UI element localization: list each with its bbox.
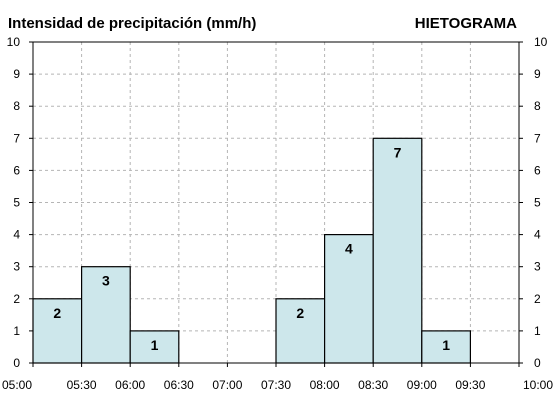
y-tick-label-left: 8 bbox=[13, 99, 20, 113]
bar-value-label: 2 bbox=[53, 305, 61, 321]
y-tick-label-right: 1 bbox=[534, 324, 541, 338]
y-tick-label-left: 3 bbox=[13, 260, 20, 274]
bar bbox=[32, 298, 83, 364]
y-tick-label-right: 3 bbox=[534, 260, 541, 274]
bar-value-label: 3 bbox=[102, 273, 110, 289]
bar bbox=[80, 266, 131, 364]
chart-title: Intensidad de precipitación (mm/h) bbox=[8, 15, 256, 32]
y-tick-label-left: 1 bbox=[13, 324, 20, 338]
bar bbox=[372, 137, 423, 364]
bar-value-label: 4 bbox=[345, 241, 353, 257]
y-tick-label-left: 5 bbox=[13, 196, 20, 210]
x-tick-label: 09:30 bbox=[455, 378, 485, 392]
y-axis-right: 0 1 2 3 4 5 6 7 8 9 10 bbox=[519, 35, 548, 370]
y-tick-label-right: 4 bbox=[534, 228, 541, 242]
bar-value-label: 7 bbox=[394, 144, 402, 160]
x-tick-label: 08:00 bbox=[310, 378, 340, 392]
bar-value-label: 1 bbox=[442, 337, 450, 353]
y-tick-label-right: 7 bbox=[534, 131, 541, 145]
chart-subtitle: HIETOGRAMA bbox=[415, 15, 517, 32]
x-tick-label: 06:30 bbox=[164, 378, 194, 392]
x-tick-label: 06:00 bbox=[115, 378, 145, 392]
y-tick-label-left: 4 bbox=[13, 228, 20, 242]
y-tick-label-left: 10 bbox=[7, 35, 21, 49]
x-tick-label: 09:00 bbox=[407, 378, 437, 392]
y-tick-label-right: 6 bbox=[534, 163, 541, 177]
x-axis: 05:00 05:30 06:00 06:30 07:00 07:30 08:00 08:30… bbox=[2, 363, 553, 392]
x-tick-label: 08:30 bbox=[358, 378, 388, 392]
x-tick-label: 07:00 bbox=[212, 378, 242, 392]
y-tick-label-left: 2 bbox=[13, 292, 20, 306]
y-tick-label-right: 8 bbox=[534, 99, 541, 113]
y-tick-label-right: 10 bbox=[534, 35, 548, 49]
y-tick-label-right: 2 bbox=[534, 292, 541, 306]
x-tick-label: 07:30 bbox=[261, 378, 291, 392]
y-tick-label-right: 9 bbox=[534, 67, 541, 81]
y-tick-label-left: 0 bbox=[13, 356, 20, 370]
y-tick-label-right: 5 bbox=[534, 196, 541, 210]
bar-value-label: 1 bbox=[151, 337, 159, 353]
bars-group: 2 3 1 2 4 7 1 bbox=[32, 137, 471, 364]
x-tick-label: 05:30 bbox=[67, 378, 97, 392]
y-tick-label-left: 9 bbox=[13, 67, 20, 81]
y-tick-label-left: 7 bbox=[13, 131, 20, 145]
y-axis-left: 0 1 2 3 4 5 6 7 8 9 10 bbox=[7, 35, 33, 370]
bar bbox=[129, 330, 180, 364]
x-tick-label: 10:00 bbox=[523, 378, 553, 392]
bar-value-label: 2 bbox=[296, 305, 304, 321]
y-tick-label-left: 6 bbox=[13, 163, 20, 177]
x-tick-label: 05:00 bbox=[2, 378, 32, 392]
y-tick-label-right: 0 bbox=[534, 356, 541, 370]
